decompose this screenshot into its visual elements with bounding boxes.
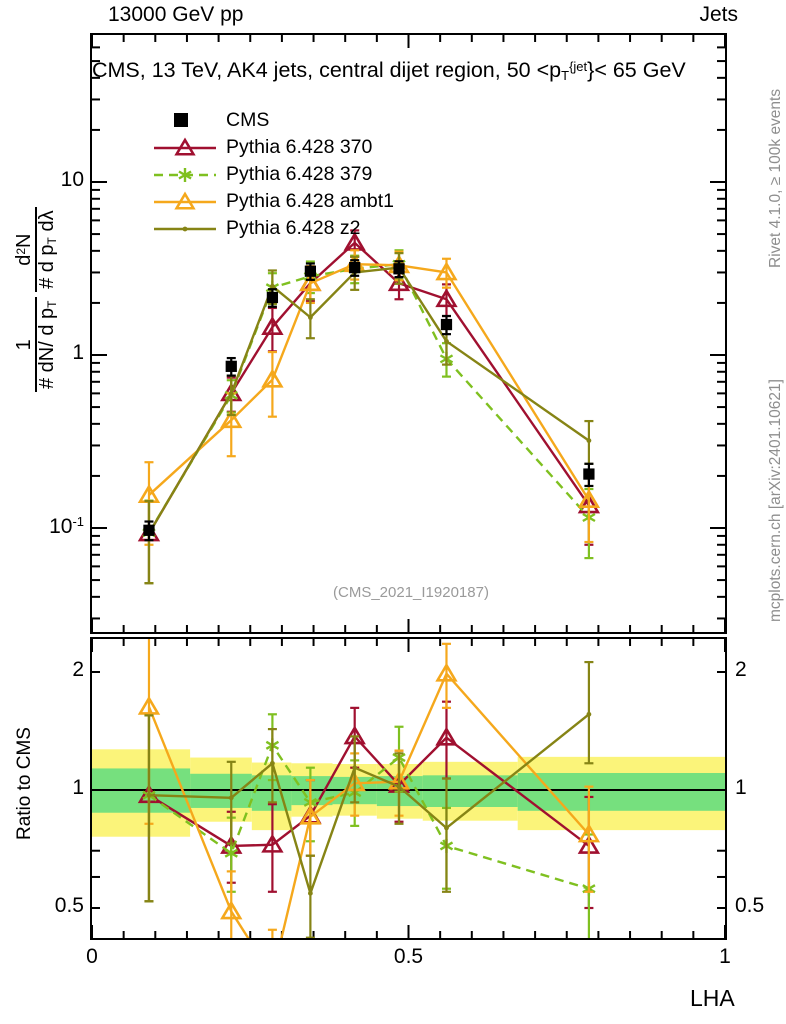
main-plot-frame — [90, 33, 727, 634]
mcplots-source-caption: mcplots.cern.ch [arXiv:2401.10621] — [767, 379, 784, 622]
x-tick-label-0-5: 0.5 — [393, 945, 424, 968]
legend-label: Pythia 6.428 379 — [226, 163, 373, 185]
y-tick-label-10: 10 — [60, 168, 84, 191]
y-ratio-tick-2-left: 2 — [72, 657, 84, 681]
y-tick-label-1: 1 — [72, 341, 84, 364]
cms-data-marker — [143, 524, 155, 536]
legend-label: Pythia 6.428 ambt1 — [226, 190, 395, 212]
cms-data-marker — [225, 360, 237, 372]
header-beam-label: 13000 GeV pp — [108, 3, 244, 26]
y-axis-fraction-right: d2N # d pT dλ — [13, 207, 59, 292]
legend-item-1: Pythia 6.428 370 — [152, 134, 394, 161]
open-triangle-key — [152, 190, 218, 213]
legend-label: CMS — [226, 109, 270, 131]
ratio-y-axis-label: Ratio to CMS — [14, 727, 35, 840]
y-axis-num-1: 1 — [13, 339, 35, 351]
cms-data-marker — [304, 265, 317, 277]
cms-data-marker — [266, 291, 279, 304]
y-tick-label-0-1: 10-1 — [49, 514, 84, 538]
x-tick-label-1: 1 — [719, 945, 731, 968]
cms-data-marker — [349, 261, 361, 274]
legend-item-2: Pythia 6.428 379 — [152, 161, 394, 188]
dot-key — [152, 218, 218, 240]
main-plot-canvas — [92, 35, 725, 632]
legend-label: Pythia 6.428 z2 — [226, 217, 361, 239]
plot-title: CMS, 13 TeV, AK4 jets, central dijet reg… — [92, 58, 686, 83]
legend: CMS Pythia 6.428 370 Pythia 6.428 379 Pythi… — [152, 107, 394, 242]
legend-item-4: Pythia 6.428 z2 — [152, 215, 394, 242]
analysis-watermark: (CMS_2021_I1920187) — [333, 584, 489, 601]
series-pythia-6-428-z2 — [144, 660, 594, 938]
legend-item-3: Pythia 6.428 ambt1 — [152, 188, 394, 215]
y-ratio-tick-2-right: 2 — [735, 657, 747, 681]
cms-data-marker — [393, 263, 405, 275]
star-key — [152, 164, 218, 186]
y-axis-den-2: # d pT dλ — [35, 207, 59, 292]
y-ratio-tick-1-right: 1 — [735, 776, 747, 799]
cms-data-marker — [583, 468, 595, 480]
series-cms — [143, 259, 595, 542]
legend-item-0: CMS — [152, 107, 394, 134]
cms-data-marker — [440, 318, 453, 331]
y-ratio-tick-1-left: 1 — [72, 776, 84, 799]
filled-square-key — [152, 110, 218, 132]
y-axis-num-2: d2N — [13, 233, 35, 266]
y-ratio-tick-0-5-right: 0.5 — [735, 894, 765, 917]
open-triangle-key — [152, 136, 218, 159]
x-tick-label-0: 0 — [86, 945, 98, 968]
y-axis-fraction-left: 1 # dN/ d pT — [13, 297, 59, 392]
legend-label: Pythia 6.428 370 — [226, 136, 373, 158]
rivet-version-caption: Rivet 4.1.0, ≥ 100k events — [767, 88, 784, 268]
ratio-plot-frame — [90, 637, 727, 940]
ratio-plot-canvas — [92, 639, 725, 938]
header-category-label: Jets — [699, 3, 738, 26]
x-axis-title: LHA — [690, 985, 735, 1011]
y-ratio-tick-0-5-left: 0.5 — [54, 894, 84, 917]
series-pythia-6-428-z2 — [144, 252, 594, 585]
y-axis-den-1: # dN/ d pT — [35, 297, 59, 392]
